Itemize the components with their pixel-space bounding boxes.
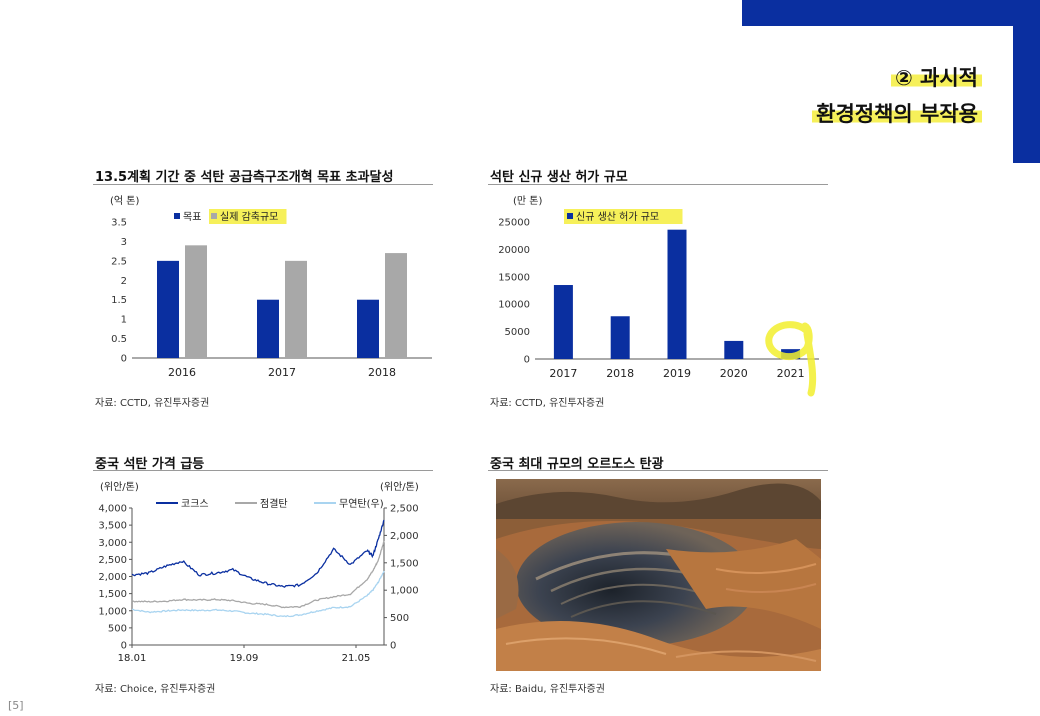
right-tick-label: 0 [390,641,396,652]
series-line-점결탄 [131,540,385,609]
right-tick-label: 2,000 [390,531,419,542]
mine-title-rule [488,470,828,471]
prices-title-rule [93,470,433,471]
approvals-bar-chart: (만 톤) 0 5000 10000 15000 20000 25000 2017 2018 20… [498,195,819,397]
right-tick-label: 500 [390,613,409,624]
y-tick-label: 2.5 [111,256,127,267]
y-tick-label: 25000 [498,218,530,229]
series-line-코크스 [131,519,385,588]
x-tick-label: 19.09 [230,653,259,664]
left-tick-label: 0 [121,641,127,652]
x-tick-label: 2018 [606,367,634,380]
mine-source: 자료: Baidu, 유진투자증권 [490,684,605,695]
approvals-title-rule [488,184,828,185]
y-tick-label: 10000 [498,300,530,311]
left-tick-label: 500 [108,623,127,634]
y-unit-label: (만 톤) [513,195,542,207]
y-tick-label: 0 [524,355,530,366]
x-tick-label: 2016 [168,366,196,379]
bar-목표 [357,299,379,358]
legend-highlight [564,209,683,224]
y-tick-label: 0.5 [111,334,127,345]
prices-chart-title: 중국 석탄 가격 급등 [95,457,205,472]
x-tick-label: 21.05 [342,653,371,664]
y-tick-label: 1 [121,315,127,326]
x-tick-label: 2020 [720,367,748,380]
x-tick-label: 18.01 [118,653,147,664]
bar-신규 생산 허가 규모 [553,285,573,359]
legend-label: 점결탄 [260,498,288,510]
bar-신규 생산 허가 규모 [610,316,630,359]
right-tick-label: 1,000 [390,586,419,597]
y-tick-label: 5000 [505,327,530,338]
left-tick-label: 2,500 [98,555,127,566]
headline-line-1-text: ② 과시적 [890,66,982,90]
y-tick-label: 1.5 [111,295,127,306]
top-accent-bar [742,0,1040,26]
capacity-bar-chart: (억 톤) 0 0.5 1 1.5 2 2.5 3 3.5 2016 2017 2018 목표 실제 감축… [110,195,432,379]
left-tick-label: 2,000 [98,572,127,583]
ordos-mine-photo [496,479,821,671]
x-tick-label: 2019 [663,367,691,380]
bar-목표 [257,299,279,358]
y-tick-label: 20000 [498,245,530,256]
bar-실제 감축규모 [185,245,207,358]
headline-line-2: 환경정책의 부작용 [812,98,982,128]
prices-source: 자료: Choice, 유진투자증권 [95,684,216,695]
approvals-chart-title: 석탄 신규 생산 허가 규모 [490,170,628,185]
legend-label: 신규 생산 허가 규모 [576,211,659,223]
y-tick-label: 0 [121,354,127,365]
left-tick-label: 1,500 [98,589,127,600]
left-tick-label: 4,000 [98,504,127,515]
y-unit-label: (억 톤) [110,195,139,207]
legend-highlight [209,209,287,224]
legend-label: 목표 [183,211,201,223]
x-tick-label: 2018 [368,366,396,379]
bar-신규 생산 허가 규모 [667,229,687,359]
legend-label: 무연탄(우) [339,498,384,510]
right-tick-label: 1,500 [390,558,419,569]
capacity-chart-title: 13.5계획 기간 중 석탄 공급측구조개혁 목표 초과달성 [95,170,394,185]
left-tick-label: 1,000 [98,606,127,617]
y-tick-label: 3.5 [111,218,127,229]
headline-line-2-text: 환경정책의 부작용 [812,102,982,126]
handwritten-annotation [765,321,817,397]
bar-실제 감축규모 [385,253,407,358]
capacity-title-rule [93,184,433,185]
bar-목표 [157,260,179,358]
mine-illustration [496,479,821,671]
mine-photo-title: 중국 최대 규모의 오르도스 탄광 [490,457,664,472]
left-tick-label: 3,000 [98,538,127,549]
right-unit-label: (위안/톤) [380,480,419,493]
bar-실제 감축규모 [285,260,307,358]
side-accent-bar [1013,26,1040,163]
capacity-source: 자료: CCTD, 유진투자증권 [95,398,210,409]
x-tick-label: 2017 [268,366,296,379]
left-tick-label: 3,500 [98,521,127,532]
x-tick-label: 2017 [549,367,577,380]
legend-label: 실제 감축규모 [220,211,278,223]
legend-swatch-신규 생산 허가 규모 [567,213,573,219]
x-tick-label: 2021 [777,367,805,380]
legend-label: 코크스 [181,498,209,510]
bar-신규 생산 허가 규모 [724,340,744,359]
approvals-source: 자료: CCTD, 유진투자증권 [490,398,605,409]
legend-swatch-실제 감축규모 [211,213,217,219]
y-tick-label: 15000 [498,272,530,283]
prices-line-chart: (위안/톤) (위안/톤) 0 500 1,000 1,500 2,000 2,500 3,00… [98,480,419,664]
headline-line-1: ② 과시적 [890,62,982,92]
left-unit-label: (위안/톤) [100,480,139,493]
right-tick-label: 2,500 [390,504,419,515]
series-line-무연탄(우) [131,570,385,618]
y-tick-label: 2 [121,276,127,287]
y-tick-label: 3 [121,237,127,248]
legend-swatch-목표 [174,213,180,219]
page-number: [5] [8,699,24,712]
